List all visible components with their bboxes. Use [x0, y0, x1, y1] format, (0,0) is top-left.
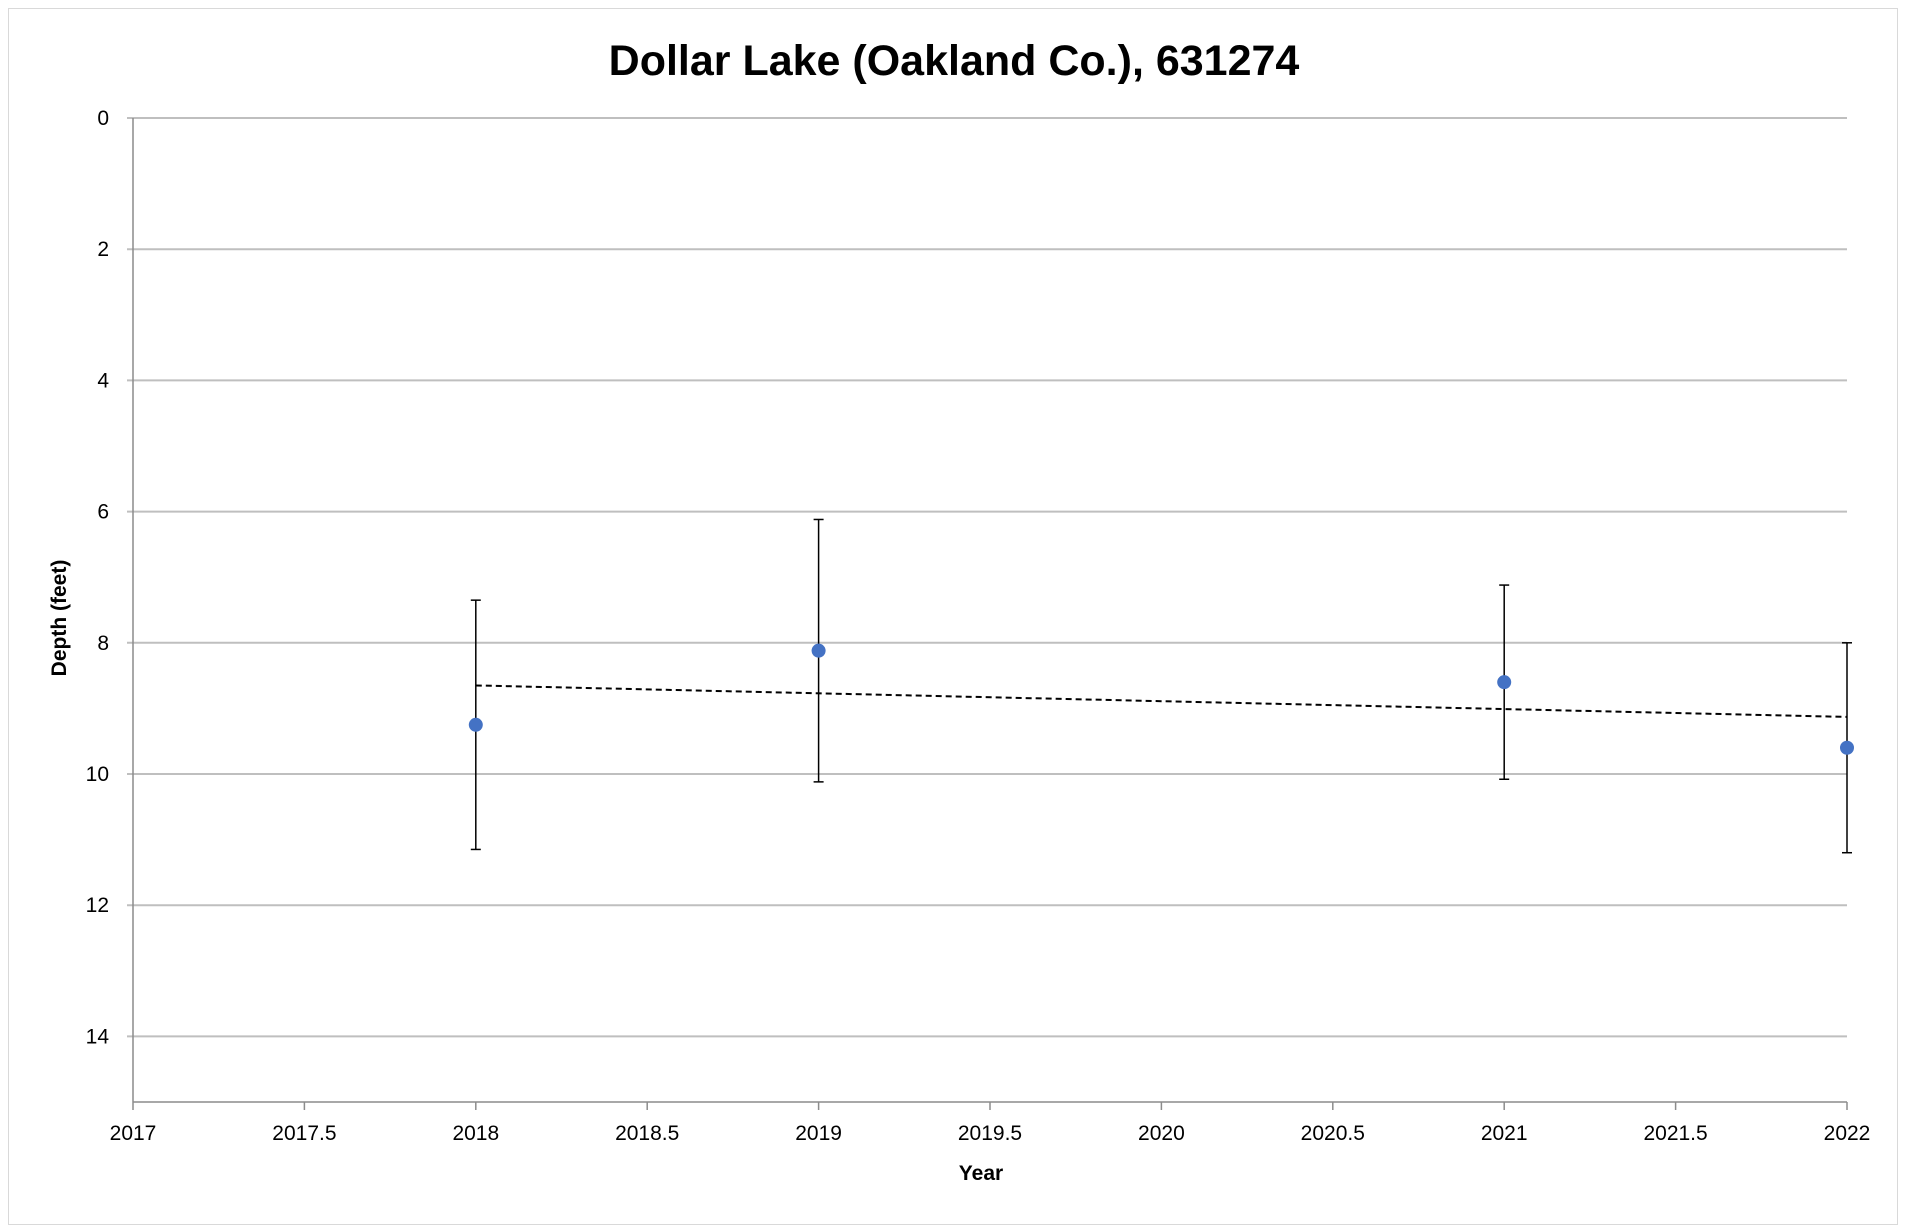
axes-layer: [132, 118, 1848, 1110]
y-tick-label-0: 0: [97, 107, 109, 130]
x-tick-labels: 2017 2017.5 2018 2018.5 2019 2019.5 2020 2020.5…: [110, 1122, 1871, 1145]
trendline: [475, 684, 1848, 718]
y-tick-label-3: 6: [97, 501, 109, 524]
x-tick-label-4: 2019: [795, 1122, 842, 1145]
chart-svg: Dollar Lake (Oakland Co.), 631274 0 2 4 6 8 1…: [48, 37, 1871, 1185]
y-tick-label-5: 10: [86, 763, 109, 786]
x-tick-label-3: 2018.5: [615, 1122, 679, 1145]
y-tick-label-2: 4: [97, 369, 109, 392]
y-tick-label-7: 14: [86, 1025, 110, 1048]
y-tick-labels: 0 2 4 6 8 10 12 14: [86, 107, 110, 1048]
x-tick-label-8: 2021: [1481, 1122, 1528, 1145]
x-tick-label-5: 2019.5: [958, 1122, 1022, 1145]
data-point-0: [468, 717, 483, 732]
grid-layer: [127, 117, 1847, 1038]
x-tick-label-10: 2022: [1824, 1122, 1871, 1145]
trend-layer: [475, 684, 1848, 718]
x-tick-label-1: 2017.5: [272, 1122, 336, 1145]
chart-frame: Dollar Lake (Oakland Co.), 631274 0 2 4 6 8 1…: [8, 8, 1898, 1225]
y-axis-title: Depth (feet): [48, 560, 71, 677]
x-tick-label-9: 2021.5: [1643, 1122, 1707, 1145]
error-bar-layer: [470, 518, 1852, 854]
y-tick-label-1: 2: [97, 238, 109, 261]
data-point-3: [1840, 740, 1854, 755]
y-tick-label-4: 8: [97, 632, 109, 655]
data-point-1: [811, 643, 826, 658]
x-tick-label-7: 2020.5: [1301, 1122, 1365, 1145]
x-tick-label-2: 2018: [452, 1122, 499, 1145]
chart-title: Dollar Lake (Oakland Co.), 631274: [609, 37, 1300, 85]
x-tick-label-6: 2020: [1138, 1122, 1185, 1145]
x-tick-label-0: 2017: [110, 1122, 157, 1145]
point-layer: [468, 643, 1854, 755]
data-point-2: [1497, 675, 1512, 690]
y-tick-label-6: 12: [86, 894, 109, 917]
x-axis-title: Year: [959, 1162, 1003, 1185]
